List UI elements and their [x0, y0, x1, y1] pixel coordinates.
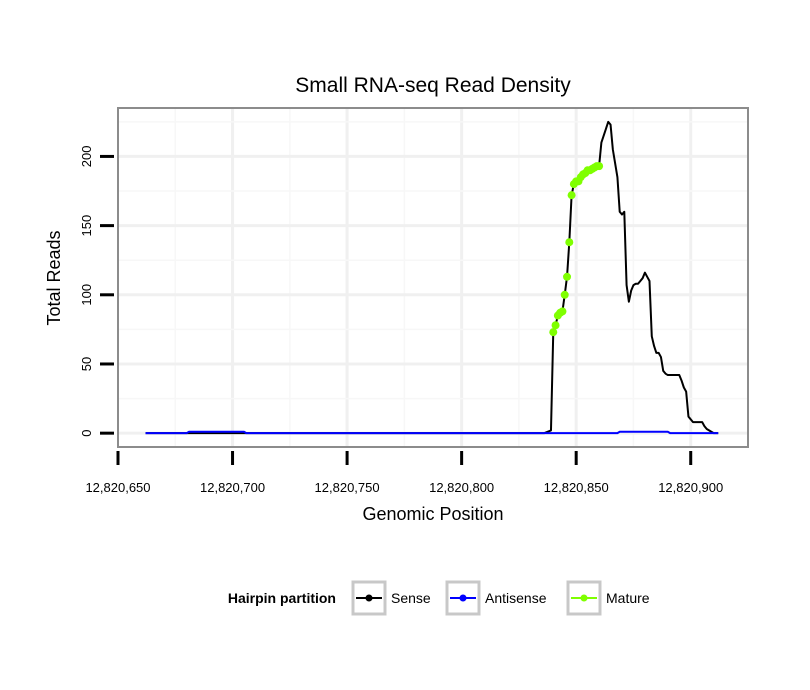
y-tick-label: 100 — [79, 284, 94, 306]
series-layer — [145, 120, 719, 435]
legend: Hairpin partition Sense Antisense Mature — [228, 580, 650, 616]
plot-panel — [117, 107, 749, 448]
legend-key-point — [365, 594, 373, 602]
x-tick-label: 12,820,650 — [85, 480, 150, 495]
mature-point — [563, 272, 572, 281]
y-axis: 0 50 100 150 200 — [79, 146, 114, 437]
legend-title: Hairpin partition — [228, 590, 336, 606]
series-mature-points — [549, 162, 604, 337]
mature-point — [558, 307, 567, 316]
y-tick-label: 150 — [79, 215, 94, 237]
x-tick-label: 12,820,850 — [544, 480, 609, 495]
y-tick-label: 50 — [79, 357, 94, 371]
legend-entry-antisense: Antisense — [445, 580, 547, 616]
legend-entry-mature: Mature — [566, 580, 650, 616]
legend-label: Sense — [391, 590, 431, 606]
x-tick-label: 12,820,900 — [658, 480, 723, 495]
y-axis-title: Total Reads — [44, 230, 64, 325]
legend-label: Mature — [606, 590, 650, 606]
mature-point — [567, 191, 576, 200]
x-axis-title: Genomic Position — [362, 504, 503, 524]
y-tick-label: 0 — [79, 430, 94, 437]
plot-border — [117, 107, 749, 448]
legend-label: Antisense — [485, 590, 547, 606]
y-tick-label: 200 — [79, 146, 94, 168]
mature-point — [549, 328, 558, 337]
mature-point — [595, 162, 604, 171]
series-antisense-line — [145, 430, 719, 435]
mature-point — [560, 290, 569, 299]
mature-point — [551, 321, 560, 330]
series-sense-line — [145, 120, 719, 435]
legend-key-point — [459, 594, 467, 602]
legend-entry-sense: Sense — [351, 580, 431, 616]
x-tick-label: 12,820,700 — [200, 480, 265, 495]
x-axis: 12,820,650 12,820,700 12,820,750 12,820,800… — [85, 451, 723, 495]
x-tick-label: 12,820,800 — [429, 480, 494, 495]
x-tick-label: 12,820,750 — [315, 480, 380, 495]
legend-entries: Sense Antisense Mature — [351, 580, 650, 616]
legend-key-point — [580, 594, 588, 602]
plot-background — [118, 108, 748, 447]
mature-point — [565, 238, 574, 247]
chart-title: Small RNA-seq Read Density — [295, 74, 571, 97]
